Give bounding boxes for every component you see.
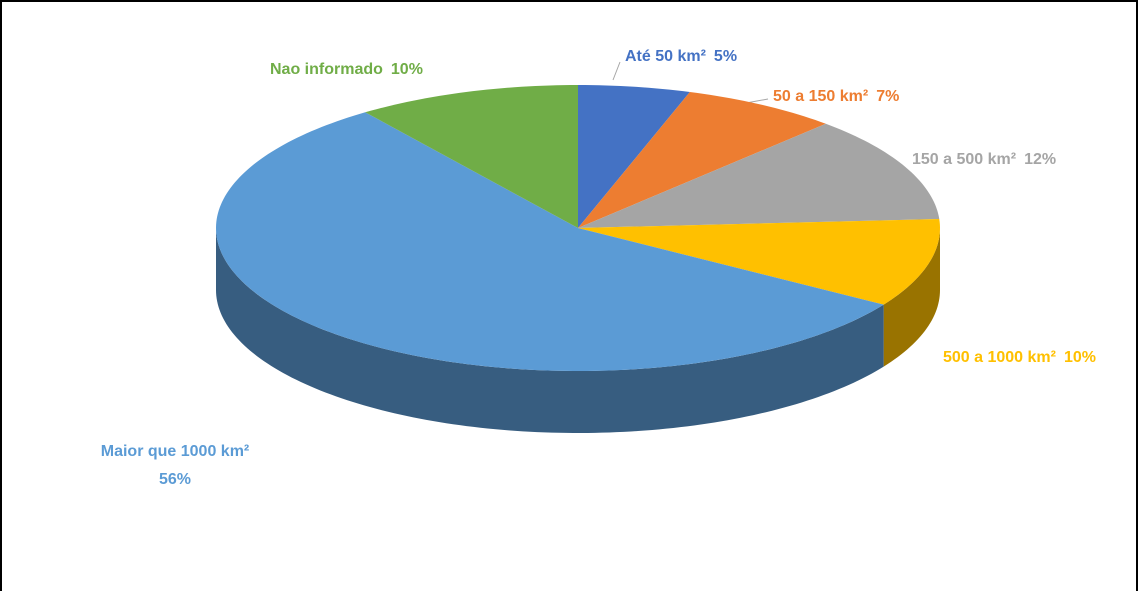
value-label: 7% — [876, 88, 899, 105]
pie-slice — [578, 219, 940, 305]
category-label: 500 a 1000 km² — [943, 349, 1056, 366]
pie-slice — [578, 85, 690, 228]
pie-slice — [365, 85, 578, 228]
category-label: 150 a 500 km² — [912, 151, 1016, 168]
category-label: Maior que 1000 km² — [101, 443, 250, 460]
pie-slice — [216, 112, 884, 371]
leader-line — [612, 61, 621, 81]
category-label: Nao informado — [270, 61, 383, 78]
value-label: 56% — [159, 471, 191, 488]
category-label: 50 a 150 km² — [773, 88, 868, 105]
value-label: 5% — [714, 48, 737, 65]
labels: Até 50 km² 5%50 a 150 km² 7%150 a 500 km² 1… — [101, 48, 1096, 488]
value-label: 10% — [1064, 349, 1096, 366]
pie-top — [216, 85, 940, 371]
pie-side — [883, 228, 940, 367]
pie-sides — [216, 228, 940, 433]
slice-label: 500 a 1000 km² 10% — [943, 349, 1096, 366]
pie-slice — [578, 123, 940, 228]
slice-label: 150 a 500 km² 12% — [912, 151, 1056, 168]
slice-label: Nao informado 10% — [270, 61, 423, 78]
slice-label: Até 50 km² 5% — [625, 48, 737, 65]
category-label: Até 50 km² — [625, 48, 706, 65]
pie-slice — [578, 91, 826, 228]
value-label: 12% — [1024, 151, 1056, 168]
value-label: 10% — [391, 61, 423, 78]
slice-label: 50 a 150 km² 7% — [773, 88, 899, 105]
pie-side — [216, 228, 884, 433]
